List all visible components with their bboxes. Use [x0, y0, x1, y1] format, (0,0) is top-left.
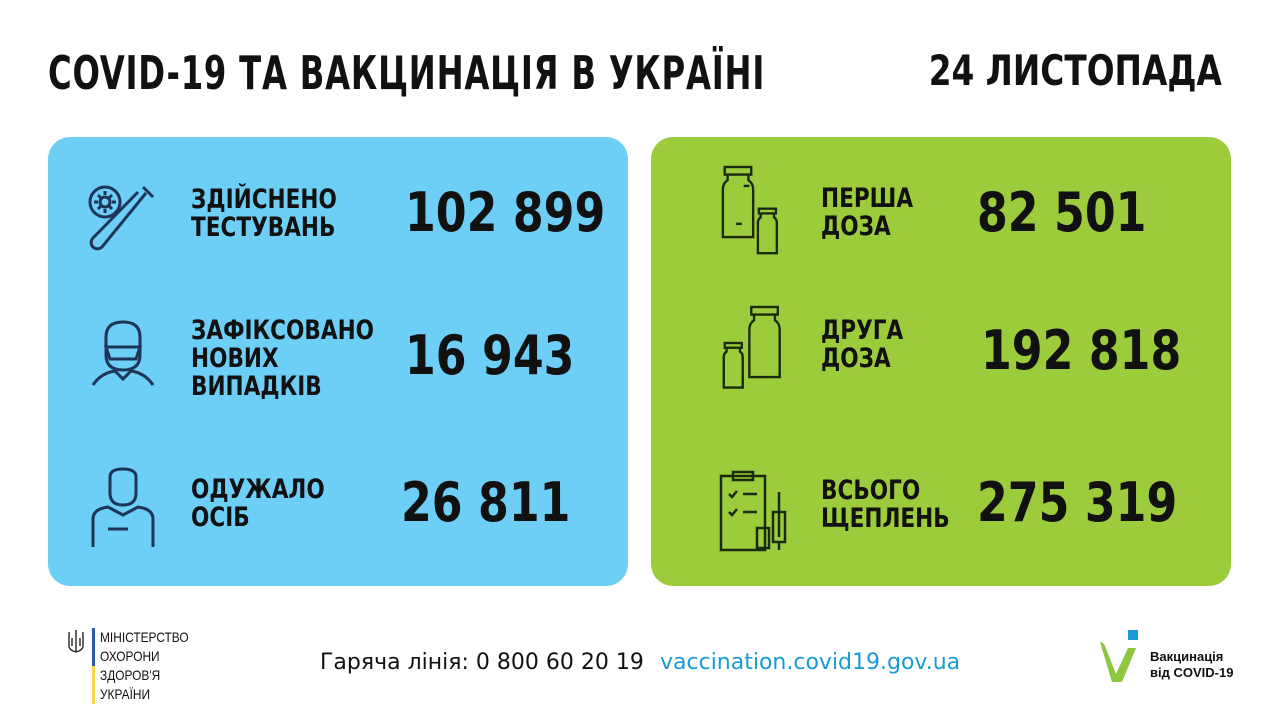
- label-line: ВСЬОГО: [821, 475, 921, 506]
- first-dose-value: 82 501: [977, 181, 1147, 244]
- label-line: ВИПАДКІВ: [191, 371, 322, 402]
- label-line: ОДУЖАЛО: [191, 474, 325, 505]
- website-link[interactable]: vaccination.covid19.gov.ua: [660, 650, 961, 675]
- label-line: ТЕСТУВАНЬ: [191, 212, 336, 243]
- test-tube-virus-icon: [88, 185, 155, 251]
- label-line: ЗДІЙСНЕНО: [191, 184, 337, 215]
- hotline: Гаряча лінія: 0 800 60 20 19: [320, 650, 644, 675]
- label-line: НОВИХ: [191, 343, 279, 374]
- clipboard-syringe-icon: [719, 470, 787, 552]
- report-date: 24 ЛИСТОПАДА: [928, 46, 1222, 95]
- vaccine-vials-icon: [721, 165, 779, 255]
- label-line: ДОЗА: [821, 211, 891, 242]
- cases-panel: ЗДІЙСНЕНО ТЕСТУВАНЬ 102 899 ЗАФІКСОВАНО НО…: [48, 137, 628, 586]
- new-cases-value: 16 943: [405, 324, 575, 387]
- vaccine-vials-icon: [722, 305, 781, 389]
- masked-person-icon: [91, 320, 155, 386]
- tests-value: 102 899: [405, 181, 606, 244]
- label-line: ЗАФІКСОВАНО: [191, 315, 375, 346]
- label-line: ПЕРША: [821, 183, 914, 214]
- total-vaccinations-value: 275 319: [977, 471, 1178, 534]
- trident-icon: [68, 630, 84, 653]
- label-line: ЩЕПЛЕНЬ: [821, 503, 950, 534]
- label-line: ДОЗА: [821, 343, 891, 374]
- label-line: ОСІБ: [191, 502, 250, 533]
- page-title: COVID-19 ТА ВАКЦИНАЦІЯ В УКРАЇНІ: [48, 46, 766, 100]
- ministry-logo: МІНІСТЕРСТВО ОХОРОНИ ЗДОРОВ'Я УКРАЇНИ: [68, 628, 208, 704]
- recovered-person-icon: [91, 467, 155, 547]
- v-logo-icon: [1100, 630, 1138, 682]
- second-dose-value: 192 818: [981, 319, 1182, 382]
- vaccination-panel: ПЕРША ДОЗА 82 501 ДРУГА ДОЗА 192 818 ВСЬОГ…: [651, 137, 1231, 586]
- label-line: ДРУГА: [821, 315, 904, 346]
- recovered-value: 26 811: [401, 471, 571, 534]
- vaccination-campaign-logo: Вакцинація від COVID-19: [1098, 628, 1258, 688]
